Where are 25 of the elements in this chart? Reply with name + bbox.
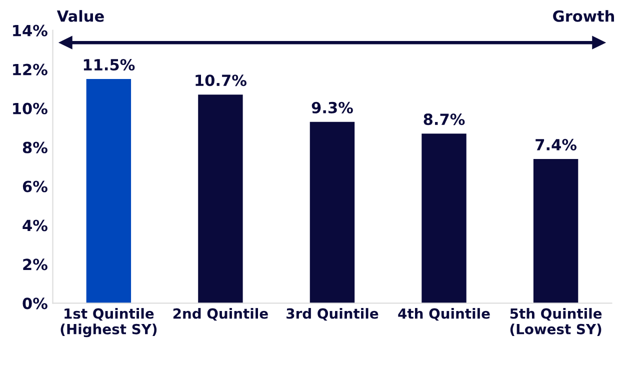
bar [198,94,243,304]
x-tick-label: 5th Quintile (Lowest SY) [510,308,602,336]
data-label: 8.7% [424,114,465,126]
y-tick-label: 14% [13,24,48,36]
y-tick-label: 8% [22,142,48,154]
y-tick-label: 0% [22,298,48,310]
y-tick-label: 2% [23,258,48,270]
x-tick-label: 4th Quintile [398,308,490,321]
y-tick-label: 10% [13,102,48,114]
bar [86,79,132,304]
y-tick-label: 12% [13,64,48,76]
data-label: 10.7% [196,74,246,86]
bar [533,158,578,304]
y-tick-label: 4% [22,220,48,232]
x-tick-label: 2nd Quintile [173,308,268,321]
text: Value [56,10,104,22]
bar [310,122,355,304]
x-tick-label: 1st Quintile (Highest SY) [60,308,157,338]
data-label: 11.5% [84,58,135,71]
data-label: 9.3% [312,102,353,114]
x-tick-label: 3rd Quintile [286,308,378,321]
text: Growth [553,10,614,22]
data-label: 7.4% [536,138,576,150]
bar [422,134,466,304]
y-tick-label: 6% [22,180,48,192]
